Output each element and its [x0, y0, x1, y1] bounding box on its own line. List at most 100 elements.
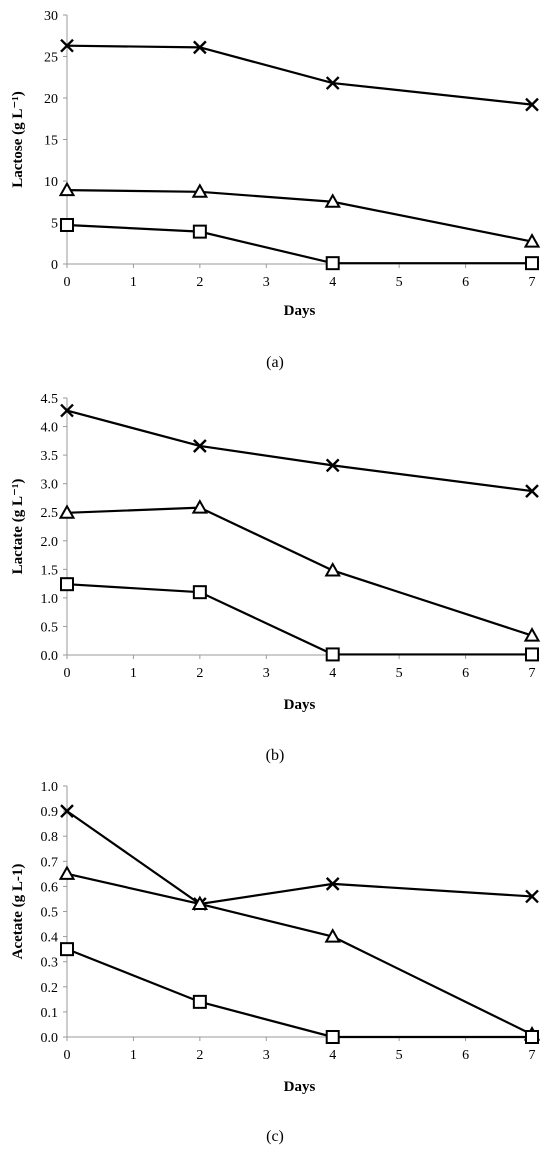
y-tick-label: 0.1	[41, 1006, 59, 1021]
data-point-cross	[525, 484, 539, 498]
y-tick-label: 3.0	[41, 478, 59, 493]
data-point-triangle	[58, 865, 76, 880]
data-point-square	[525, 1030, 539, 1044]
x-axis-title: Days	[284, 1079, 316, 1095]
x-tick-label: 2	[196, 275, 203, 290]
y-axis-title: Acetate (g L-1)	[10, 864, 26, 960]
data-point-cross	[60, 804, 74, 818]
x-tick-label: 3	[263, 666, 270, 681]
data-point-triangle	[324, 928, 341, 943]
chart-panel-3: 0.0 0.1 0.2 0.3 0.4 0.5 0.6 0.7 0.8 0.9 1.0 0 1 2 3 4 5 6…	[10, 780, 541, 1145]
x-tick-label: 0	[64, 1048, 71, 1063]
y-tick-label: 4.5	[41, 392, 59, 407]
y-axis-title: Lactose (g L⁻¹)	[10, 91, 26, 188]
series-line-cross	[66, 810, 533, 906]
data-point-cross	[325, 76, 340, 90]
data-point-square	[525, 256, 539, 271]
x-tick-label: 6	[462, 666, 469, 681]
data-point-cross	[525, 97, 539, 112]
data-point-cross	[60, 403, 74, 418]
y-tick-label: 1.5	[41, 563, 59, 578]
y-tick-label: 0.3	[41, 956, 59, 971]
y-tick-label: 1.0	[41, 780, 59, 795]
y-tick-label: 0	[51, 258, 58, 273]
data-point-triangle	[523, 233, 541, 248]
data-point-square	[325, 1030, 340, 1044]
x-axis-title: Days	[284, 303, 316, 319]
data-point-cross	[325, 877, 340, 891]
data-point-triangle	[324, 561, 341, 577]
data-point-square	[325, 256, 340, 271]
series-line-triangle	[66, 189, 533, 243]
data-point-square	[192, 585, 207, 600]
series-line-square	[66, 223, 532, 265]
y-tick-label: 20	[44, 92, 58, 107]
y-tick-label: 10	[44, 175, 58, 190]
data-point-square	[192, 224, 207, 239]
y-tick-label: 1.0	[41, 592, 59, 607]
y-tick-label: 25	[44, 51, 58, 66]
x-tick-label: 7	[529, 275, 536, 290]
x-tick-label: 1	[130, 1048, 137, 1063]
x-tick-label: 7	[529, 666, 536, 681]
data-point-cross	[525, 889, 539, 904]
chart-panel-2: 0.0 0.5 1.0 1.5 2.0 2.5 3.0 3.5 4.0 4.5 0 1 2 3 4 5 6 7 Da…	[10, 392, 541, 764]
x-tick-label: 5	[396, 666, 403, 681]
y-tick-label: 0.7	[41, 855, 59, 870]
x-tick-label: 5	[396, 275, 403, 290]
chart-panel-1: 0 5 10 15 20 25 30 0 1 2 3 4 5 6 7 Days Lactose (g L⁻¹) (…	[10, 9, 541, 371]
data-point-square	[325, 647, 340, 662]
series-line-cross	[66, 44, 533, 106]
y-tick-label: 0.0	[41, 1031, 59, 1046]
x-tick-label: 7	[529, 1048, 536, 1063]
series-line-square	[66, 583, 532, 656]
data-point-cross	[60, 38, 74, 53]
panel-label: (a)	[266, 354, 284, 371]
x-tick-label: 0	[64, 666, 71, 681]
y-tick-label: 0.4	[41, 931, 59, 946]
data-point-triangle	[58, 504, 76, 519]
y-tick-label: 4.0	[41, 421, 59, 436]
x-tick-label: 4	[329, 1048, 336, 1063]
data-point-square	[60, 217, 74, 232]
data-point-triangle	[191, 499, 209, 514]
x-tick-label: 2	[196, 666, 203, 681]
y-tick-label: 0.5	[41, 906, 59, 921]
series-line-triangle	[66, 872, 533, 1036]
panel-label: (b)	[266, 747, 285, 764]
data-point-triangle	[324, 193, 341, 208]
data-point-cross	[325, 458, 340, 473]
y-tick-label: 5	[51, 217, 58, 232]
x-tick-label: 1	[130, 275, 137, 290]
y-tick-label: 2.0	[41, 535, 59, 550]
x-tick-label: 4	[329, 275, 336, 290]
x-tick-label: 4	[329, 666, 336, 681]
y-tick-label: 0.0	[41, 649, 59, 664]
data-point-square	[60, 942, 74, 957]
x-tick-label: 0	[64, 275, 71, 290]
series-line-triangle	[66, 506, 533, 637]
data-point-square	[60, 577, 74, 592]
data-point-cross	[193, 439, 207, 453]
x-tick-label: 3	[263, 1048, 270, 1063]
x-tick-label: 6	[462, 1048, 469, 1063]
y-tick-label: 15	[44, 134, 58, 149]
data-point-triangle	[58, 181, 76, 197]
x-tick-label: 5	[396, 1048, 403, 1063]
y-tick-label: 30	[44, 9, 58, 24]
x-tick-label: 6	[462, 275, 469, 290]
series-line-square	[66, 948, 532, 1039]
x-tick-label: 3	[263, 275, 270, 290]
data-point-square	[525, 647, 539, 662]
y-tick-label: 0.8	[41, 830, 59, 845]
y-tick-label: 0.2	[41, 981, 59, 996]
y-axis-title: Lactate (g L⁻¹)	[10, 479, 26, 575]
data-point-triangle	[191, 895, 209, 910]
x-tick-label: 1	[130, 666, 137, 681]
x-axis-title: Days	[284, 697, 316, 713]
data-point-triangle	[191, 183, 209, 198]
y-tick-label: 0.6	[41, 880, 59, 895]
y-tick-label: 0.5	[41, 620, 59, 635]
